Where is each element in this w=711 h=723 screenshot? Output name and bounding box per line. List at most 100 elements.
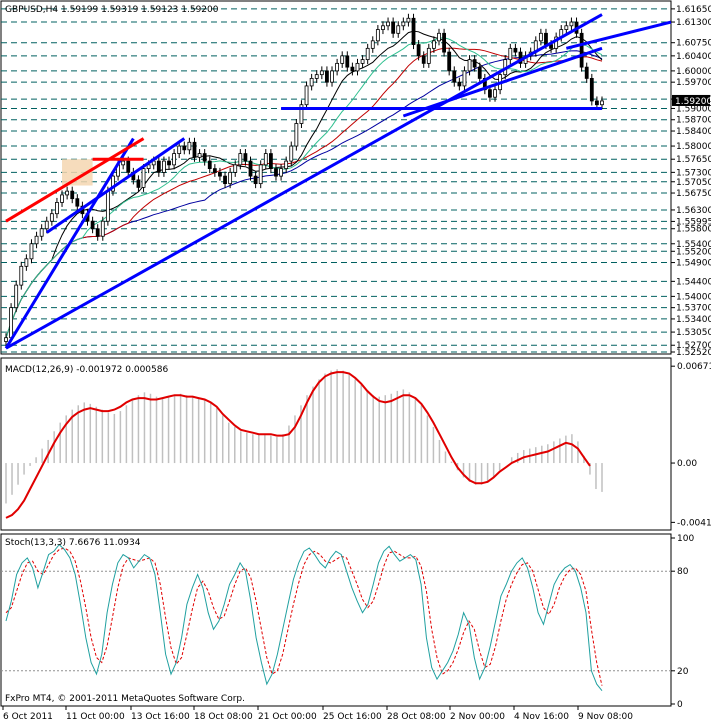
- candle-body: [330, 70, 334, 83]
- price-tick-label: 1.53400: [676, 315, 711, 325]
- candle-body: [24, 258, 29, 267]
- price-tick-label: 1.60750: [676, 39, 711, 49]
- candle-body: [19, 265, 24, 286]
- price-title: GBPUSD,H4 1.59199 1.59319 1.59123 1.5920…: [5, 5, 219, 15]
- time-tick-label: 25 Oct 16:00: [323, 712, 382, 722]
- price-tick-label: 1.54900: [676, 259, 711, 269]
- price-tick-label: 1.52520: [676, 348, 711, 358]
- candle-body: [284, 160, 289, 170]
- candle-body: [70, 190, 75, 200]
- price-tick-label: 1.59700: [676, 78, 711, 88]
- candle-body: [493, 89, 497, 98]
- macd-series: [5, 369, 603, 519]
- price-tick-label: 1.60400: [676, 52, 711, 62]
- time-tick-label: 6 Oct 2011: [3, 712, 53, 722]
- macd-title: MACD(12,26,9) -0.001972 0.000586: [5, 365, 168, 375]
- price-tick-label: 1.57300: [676, 168, 711, 178]
- candle-body: [75, 198, 80, 207]
- candle-body: [187, 141, 192, 151]
- candle-body: [350, 66, 355, 72]
- price-tick-label: 1.56750: [676, 189, 711, 199]
- candle-body: [360, 59, 365, 64]
- candle-body: [34, 235, 39, 245]
- price-axis: 1.61650 1.61300 1.60750 1.60400 1.600001.597…: [671, 5, 711, 358]
- candle-body: [325, 70, 329, 83]
- moving-averages: [5, 30, 603, 338]
- price-tick-label: 1.57050: [676, 178, 711, 188]
- trendlines: [4, 13, 672, 350]
- time-tick-label: 2 Nov 00:00: [450, 712, 505, 722]
- candle-body: [228, 171, 233, 185]
- candle-body: [126, 160, 131, 173]
- candle-body: [44, 220, 49, 230]
- candle-body: [304, 85, 309, 106]
- macd-tick-label: 0.00671: [677, 362, 711, 372]
- candle-body: [299, 104, 304, 124]
- candle-body: [340, 55, 345, 64]
- candle-body: [233, 164, 238, 173]
- price-tick-label: 1.53050: [676, 328, 711, 338]
- trendline-steep-2: [45, 137, 186, 234]
- candle-body: [319, 70, 324, 76]
- candle-body: [365, 47, 370, 61]
- candle-body: [243, 153, 248, 162]
- candle-body: [426, 47, 431, 64]
- candle-body: [370, 40, 375, 49]
- macd-tick-label: 0.00: [677, 459, 697, 469]
- price-tick-label: 1.54000: [676, 292, 711, 302]
- trendline-steep-1: [4, 137, 135, 350]
- candle-body: [437, 32, 441, 42]
- candle-body: [589, 78, 594, 102]
- candle-body: [223, 175, 227, 185]
- candle-body: [488, 89, 492, 98]
- candle-body: [401, 21, 406, 27]
- candle-body: [355, 62, 360, 72]
- candle-body: [472, 59, 477, 68]
- candle-body: [386, 21, 390, 27]
- candle-body: [309, 78, 314, 87]
- candle-body: [442, 32, 446, 53]
- candle-body: [182, 145, 187, 151]
- candle-body: [335, 62, 340, 72]
- candle-body: [289, 145, 294, 162]
- stoch-panel: [0, 533, 672, 707]
- candle-body: [595, 100, 599, 106]
- time-tick-label: 28 Oct 08:00: [387, 712, 446, 722]
- candle-body: [396, 25, 401, 34]
- candle-body: [294, 123, 299, 147]
- candle-body: [238, 153, 243, 166]
- candle-body: [100, 220, 105, 237]
- candle-body: [411, 17, 416, 45]
- candle-body: [212, 168, 217, 173]
- candle-body: [197, 153, 202, 158]
- trendline-upper: [402, 46, 603, 118]
- candle-body: [55, 202, 59, 215]
- candle-body: [375, 29, 380, 42]
- stoch-axis: 100 80 20 0: [671, 534, 694, 710]
- price-tick-label: 1.53700: [676, 304, 711, 314]
- candle-body: [39, 228, 44, 237]
- candlesticks: [4, 13, 604, 346]
- time-tick-label: 11 Oct 00:00: [66, 712, 125, 722]
- candle-body: [279, 168, 283, 177]
- candle-body: [248, 160, 253, 177]
- macd-axis: 0.00671 0.00 -0.00411: [671, 362, 711, 528]
- candle-body: [136, 179, 141, 188]
- candle-body: [274, 168, 278, 177]
- candle-body: [65, 190, 70, 196]
- candle-body: [569, 21, 574, 27]
- stoch-main-line: [5, 543, 603, 692]
- price-tick-label: 1.61650: [676, 5, 711, 15]
- price-tick-label: 1.58700: [676, 116, 711, 126]
- watermark: FxPro MT4, © 2001-2011 MetaQuotes Softwa…: [5, 694, 245, 704]
- candle-body: [258, 164, 263, 185]
- price-tick-label: 1.55995: [676, 217, 711, 227]
- trendline-major: [5, 13, 603, 350]
- time-tick-label: 9 Nov 08:00: [578, 712, 633, 722]
- moving-average-line: [5, 47, 603, 338]
- candle-body: [406, 17, 411, 23]
- candle-body: [192, 141, 197, 158]
- candle-body: [268, 153, 273, 170]
- candle-body: [345, 55, 350, 68]
- candle-body: [111, 175, 115, 192]
